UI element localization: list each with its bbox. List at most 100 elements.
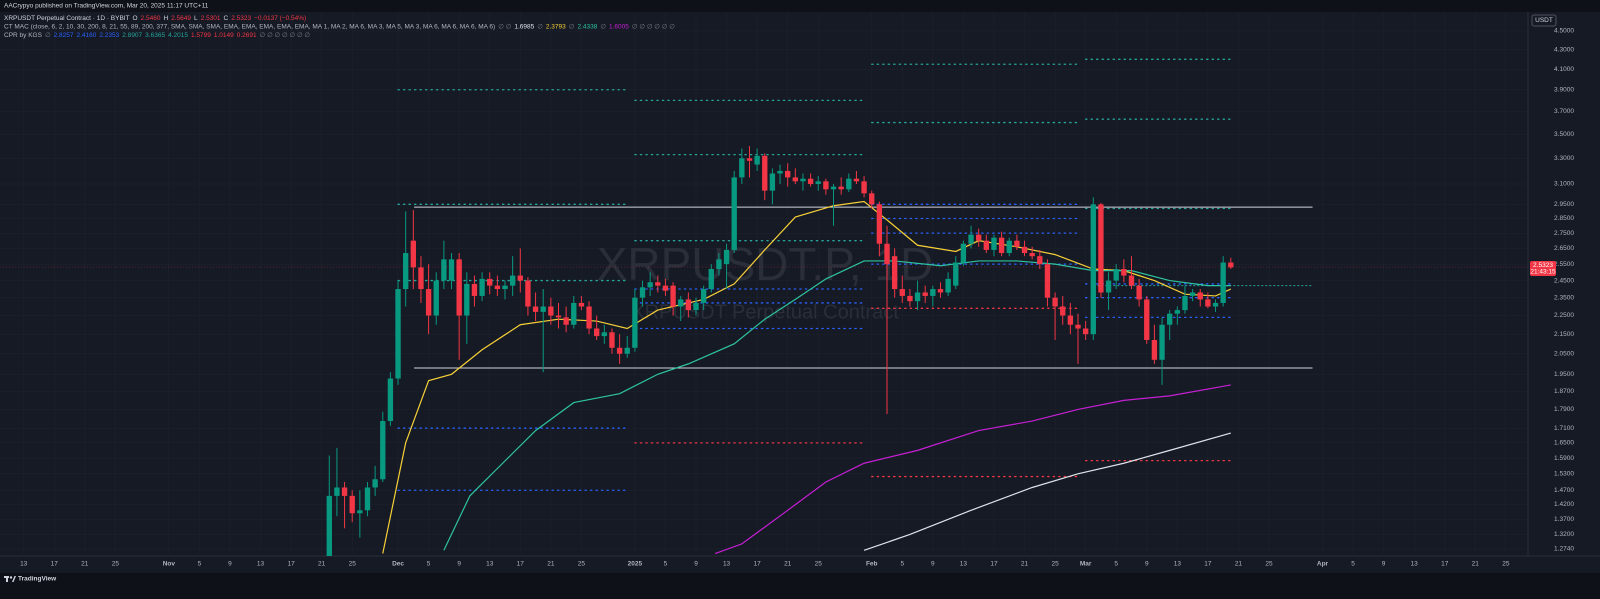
candle-body <box>502 285 508 290</box>
x-tick-label: 17 <box>51 561 59 568</box>
candle-body <box>914 292 921 302</box>
x-tick-label: 21 <box>318 561 326 568</box>
candle-body <box>739 158 745 178</box>
candle-body <box>777 170 783 174</box>
candle-body <box>1060 306 1066 316</box>
candle-body <box>387 378 394 422</box>
y-tick-label: 1.7100 <box>1554 425 1574 432</box>
y-tick-label: 2.7500 <box>1554 230 1574 237</box>
candle-body <box>930 289 936 296</box>
candle-body <box>1128 275 1135 286</box>
y-tick-label: 2.4500 <box>1554 277 1574 284</box>
x-tick-label: 9 <box>694 561 698 568</box>
last-price-label: 2.5323 <box>1533 262 1553 269</box>
x-tick-label: 17 <box>1204 561 1212 568</box>
candle-body <box>1021 246 1028 254</box>
y-tick-label: 1.5900 <box>1554 455 1574 462</box>
candle-body <box>685 299 692 311</box>
candle-body <box>609 332 615 348</box>
candle-body <box>571 302 577 325</box>
candle-body <box>410 240 416 268</box>
x-tick-label: 13 <box>960 561 968 568</box>
x-tick-label: 17 <box>990 561 998 568</box>
candle-body <box>708 269 714 290</box>
candle-body <box>1082 328 1089 335</box>
candle-body <box>540 306 546 312</box>
y-tick-label: 2.8500 <box>1554 215 1574 222</box>
countdown-label: 21:43:15 <box>1530 269 1556 276</box>
candle-body <box>532 306 539 312</box>
candle-body <box>1167 313 1173 325</box>
candle-body <box>1052 297 1058 307</box>
y-tick-label: 2.0500 <box>1554 350 1574 357</box>
x-tick-label: 17 <box>1441 561 1449 568</box>
y-tick-label: 1.4700 <box>1554 487 1574 494</box>
x-tick-label: 13 <box>723 561 731 568</box>
x-tick-label: 5 <box>900 561 904 568</box>
y-tick-label: 1.6500 <box>1554 440 1574 447</box>
candle-body <box>1144 299 1150 340</box>
legend-part: CT MAC (close, 6, 2, 10, 30, 200, 8, 21,… <box>4 23 495 30</box>
legend-part: ∅ <box>45 32 51 39</box>
y-tick-label: 1.2740 <box>1554 546 1574 553</box>
candle-body <box>922 292 928 296</box>
legend-line: CPR by KGS ∅ 2.8257 2.4160 2.2353 2.8907 3.636… <box>4 32 310 39</box>
candle-body <box>403 253 409 290</box>
candle-body <box>861 181 867 194</box>
x-tick-label: 21 <box>1472 561 1480 568</box>
candle-body <box>800 178 806 182</box>
candle-body <box>815 181 821 184</box>
candle-body <box>853 178 860 182</box>
legend-part: 2.2353 <box>99 32 119 39</box>
y-tick-label: 1.7900 <box>1554 406 1574 413</box>
legend-part: 2.4338 <box>577 23 597 30</box>
candle-body <box>1029 253 1035 257</box>
x-tick-label: 5 <box>1114 561 1118 568</box>
x-tick-label: 25 <box>1502 561 1510 568</box>
x-tick-label: Apr <box>1317 561 1329 568</box>
legend-part: ∅ ∅ <box>498 23 511 30</box>
legend-part: XRPUSDT Perpetual Contract · 1D · BYBIT <box>4 15 130 22</box>
candle-body <box>1075 324 1081 329</box>
candle-body <box>953 262 959 286</box>
candle-body <box>731 177 737 250</box>
legend-part: H <box>163 15 168 22</box>
y-tick-label: 4.5000 <box>1554 28 1574 35</box>
candle-body <box>823 181 829 190</box>
legend-part: 2.8907 <box>122 32 142 39</box>
candle-body <box>349 495 355 514</box>
candle-body <box>456 259 462 316</box>
candle-body <box>754 155 760 165</box>
candle-body <box>448 259 455 281</box>
candle-body <box>792 177 798 182</box>
candle-body <box>1121 269 1127 276</box>
candle-body <box>525 280 531 307</box>
brand-logo <box>4 576 16 582</box>
candle-body <box>1205 299 1211 307</box>
candle-body <box>632 297 638 348</box>
legend-part: 1.6985 <box>514 23 534 30</box>
candle-body <box>555 315 562 318</box>
candle-body <box>937 289 944 293</box>
y-tick-label: 1.8700 <box>1554 388 1574 395</box>
candle-body <box>1098 204 1104 293</box>
x-tick-label: 17 <box>754 561 762 568</box>
candle-body <box>716 259 722 270</box>
candle-body <box>601 332 607 337</box>
candle-body <box>433 280 439 316</box>
legend-part: 2.5301 <box>201 15 221 22</box>
x-tick-label: 9 <box>228 561 232 568</box>
y-tick-label: 3.9000 <box>1554 86 1574 93</box>
candle-body <box>807 178 814 184</box>
candle-body <box>1197 292 1203 300</box>
y-tick-label: 2.3500 <box>1554 294 1574 301</box>
currency-label: USDT <box>1535 17 1553 24</box>
candle-body <box>578 302 585 307</box>
candle-body <box>357 510 363 514</box>
candle-body <box>762 155 768 191</box>
candle-body <box>1044 264 1051 298</box>
legend-part: 1.0149 <box>214 32 234 39</box>
legend-part: 1.6005 <box>609 23 629 30</box>
x-tick-label: 21 <box>81 561 89 568</box>
